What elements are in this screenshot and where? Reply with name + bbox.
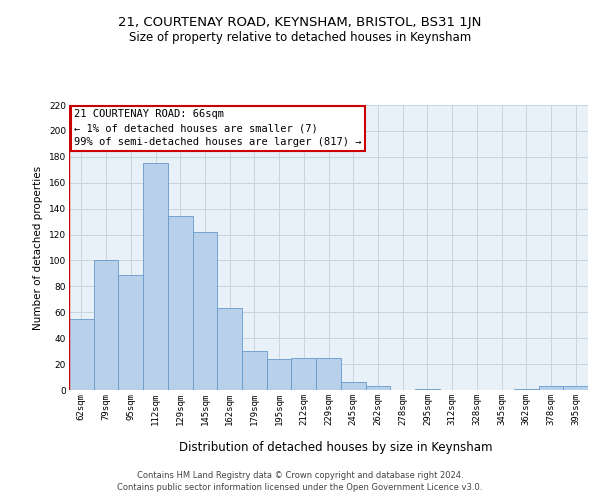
Text: Contains public sector information licensed under the Open Government Licence v3: Contains public sector information licen…	[118, 483, 482, 492]
Text: 21, COURTENAY ROAD, KEYNSHAM, BRISTOL, BS31 1JN: 21, COURTENAY ROAD, KEYNSHAM, BRISTOL, B…	[118, 16, 482, 29]
Bar	[217, 308, 242, 390]
Bar	[69, 319, 94, 390]
Bar	[341, 382, 365, 390]
Bar	[563, 386, 588, 390]
Bar	[118, 274, 143, 390]
Bar	[94, 260, 118, 390]
Bar	[365, 386, 390, 390]
Y-axis label: Number of detached properties: Number of detached properties	[34, 166, 43, 330]
Bar	[143, 164, 168, 390]
Bar	[292, 358, 316, 390]
Text: Distribution of detached houses by size in Keynsham: Distribution of detached houses by size …	[179, 441, 493, 454]
Bar	[242, 351, 267, 390]
Bar	[267, 359, 292, 390]
Bar	[415, 388, 440, 390]
Text: Size of property relative to detached houses in Keynsham: Size of property relative to detached ho…	[129, 31, 471, 44]
Bar	[514, 388, 539, 390]
Bar	[168, 216, 193, 390]
Bar	[316, 358, 341, 390]
Bar	[539, 386, 563, 390]
Text: Contains HM Land Registry data © Crown copyright and database right 2024.: Contains HM Land Registry data © Crown c…	[137, 472, 463, 480]
Text: 21 COURTENAY ROAD: 66sqm
← 1% of detached houses are smaller (7)
99% of semi-det: 21 COURTENAY ROAD: 66sqm ← 1% of detache…	[74, 110, 362, 148]
Bar	[193, 232, 217, 390]
